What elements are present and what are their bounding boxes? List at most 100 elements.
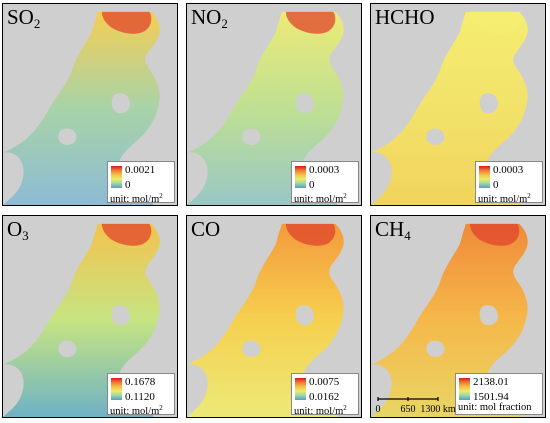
legend-unit-superscript: 2 [343,192,347,200]
panel-title-text: HCHO [375,5,435,29]
legend-min: 0 [309,179,315,191]
scale-bar-label: 1300 km [420,404,456,415]
legend-max: 0.0075 [309,376,340,388]
map-panel-ch4: CH4 2138.01 1501.94 unit: mol fraction 0 650 1… [370,215,546,418]
coastal-hotspot [469,11,520,34]
island [58,128,77,145]
map-panel-co: CO 0.0075 0.0162 unit: mol/m2 [186,215,362,418]
legend-min: 0 [125,179,131,191]
peninsula [295,305,314,326]
scale-bar-label: 650 [401,404,416,415]
panel-title: O3 [7,218,29,247]
concentration-field [187,11,344,205]
legend-unit-text: unit: mol/m [110,194,160,205]
peninsula [111,305,130,326]
land-mass [371,364,392,417]
panel-title-subscript: 2 [221,16,228,31]
legend-max: 0.0021 [125,164,156,176]
scale-bar: 0 650 1300 km [376,397,456,415]
map-image [3,216,177,417]
legend-max: 2138.01 [473,376,509,388]
legend-unit-text: unit: mol/m [294,406,344,417]
concentration-field [3,11,160,205]
color-ramp [295,378,306,400]
peninsula [111,93,130,114]
legend-min: 0.0162 [309,391,340,403]
legend-unit-superscript: 2 [527,192,531,200]
color-ramp [111,378,122,400]
peninsula [479,305,498,326]
legend-min: 1501.94 [473,391,509,403]
panel-title: NO2 [191,6,228,35]
panel-title: HCHO [375,6,435,28]
coastal-hotspot [101,11,152,34]
legend-unit: unit: mol/m2 [294,402,347,417]
legend-max: 0.0003 [309,164,340,176]
island [242,340,261,357]
coastal-hotspot [285,11,336,34]
map-panel-hcho: HCHO 0.0003 0 unit: mol/m2 [370,3,546,206]
scale-bar-line [377,397,439,401]
legend-unit: unit: mol/m2 [110,190,163,205]
island [426,340,445,357]
color-legend: 0.1678 0.1120 unit: mol/m2 [107,373,175,417]
panel-title-subscript: 2 [33,16,41,31]
legend-unit: unit: mol/m2 [478,190,531,205]
color-legend: 0.0075 0.0162 unit: mol/m2 [291,373,359,417]
color-legend: 0.0021 0 unit: mol/m2 [107,161,175,205]
legend-unit: unit: mol/m2 [110,402,163,417]
panel-title-text: NO [191,5,222,29]
panel-title-text: O [7,217,23,241]
color-ramp [479,166,490,188]
panel-title-subscript: 3 [22,228,29,243]
concentration-field [3,223,160,417]
land-mass [187,152,208,205]
panel-title: SO2 [7,6,40,35]
color-legend: 0.0003 0 unit: mol/m2 [291,161,359,205]
legend-unit-superscript: 2 [159,192,163,200]
peninsula [479,93,498,114]
legend-max: 0.1678 [125,376,156,388]
color-ramp [295,166,306,188]
land-mass [187,364,208,417]
legend-max: 0.0003 [493,164,524,176]
land-mass [371,152,392,205]
island [426,128,445,145]
panel-title: CH4 [375,218,411,247]
color-legend: 0.0003 0 unit: mol/m2 [475,161,543,205]
scale-bar-label: 0 [376,404,381,415]
legend-unit-text: unit: mol/m [478,194,528,205]
legend-unit-text: unit: mol fraction [458,402,532,413]
color-ramp [459,378,470,400]
concentration-field [371,223,528,417]
panel-title-text: CH [375,217,405,241]
panel-title-text: CO [191,217,221,241]
legend-unit-text: unit: mol/m [110,406,160,417]
legend-unit-superscript: 2 [343,404,347,412]
concentration-field [371,11,528,205]
legend-unit: unit: mol fraction [458,402,532,414]
coastal-hotspot [101,223,152,246]
map-panel-no2: NO2 0.0003 0 unit: mol/m2 [186,3,362,206]
island [58,340,77,357]
map-image [3,4,177,205]
coastal-hotspot [469,223,520,246]
legend-unit: unit: mol/m2 [294,190,347,205]
color-ramp [111,166,122,188]
peninsula [295,93,314,114]
map-panel-o3: O3 0.1678 0.1120 unit: mol/m2 [2,215,178,418]
legend-min: 0.1120 [125,391,155,403]
panel-title: CO [191,218,220,240]
land-mass [3,152,24,205]
legend-unit-text: unit: mol/m [294,194,344,205]
panel-title-text: SO [7,5,34,29]
legend-min: 0 [493,179,499,191]
coastal-hotspot [285,223,336,246]
legend-unit-superscript: 2 [159,404,163,412]
panel-title-subscript: 4 [404,228,411,243]
concentration-field [187,223,344,417]
map-panel-so2: SO2 0.0021 0 unit: mol/m2 [2,3,178,206]
color-legend: 2138.01 1501.94 unit: mol fraction [455,373,543,415]
land-mass [3,364,24,417]
island [242,128,261,145]
